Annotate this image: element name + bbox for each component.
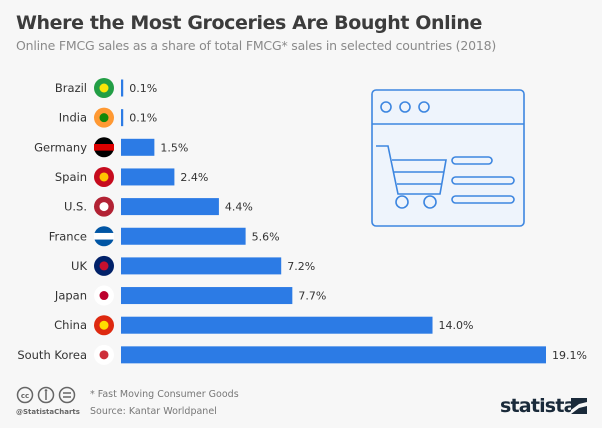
category-label: Brazil xyxy=(55,81,87,95)
category-label: China xyxy=(54,318,87,332)
flag-emblem xyxy=(99,291,109,301)
by-icon xyxy=(37,386,55,404)
value-label: 7.2% xyxy=(287,260,315,273)
category-label: South Korea xyxy=(17,348,87,362)
bar xyxy=(121,346,546,364)
value-label: 0.1% xyxy=(129,82,157,95)
bar xyxy=(121,198,219,216)
value-label: 0.1% xyxy=(129,112,157,125)
creative-commons-icons: cc xyxy=(16,386,76,404)
svg-text:cc: cc xyxy=(21,392,29,400)
bar xyxy=(121,79,124,97)
flag-emblem xyxy=(99,202,109,212)
bar-chart: Brazil 0.1% India 0.1% Germany 1.5% Spain 2.4% U… xyxy=(17,78,587,365)
bar xyxy=(121,168,175,186)
statista-logo-icon xyxy=(571,398,587,414)
value-label: 7.7% xyxy=(298,290,326,303)
flag-emblem xyxy=(99,320,109,330)
cc-icon xyxy=(16,386,34,404)
flag-emblem xyxy=(99,172,109,182)
bar xyxy=(121,316,433,334)
twitter-handle: @StatistaCharts xyxy=(16,408,80,416)
flag-emblem xyxy=(99,83,109,93)
flag-stripe xyxy=(94,144,114,151)
value-label: 4.4% xyxy=(225,201,253,214)
flag-emblem xyxy=(99,350,109,360)
chart-subtitle: Online FMCG sales as a share of total FM… xyxy=(16,38,497,53)
category-label: Spain xyxy=(55,170,87,184)
category-label: Germany xyxy=(34,140,87,154)
category-label: Japan xyxy=(54,289,87,303)
source: Source: Kantar Worldpanel xyxy=(90,406,217,417)
category-label: UK xyxy=(71,259,87,273)
value-label: 14.0% xyxy=(439,319,474,332)
value-label: 19.1% xyxy=(552,349,587,362)
nd-icon xyxy=(58,386,76,404)
category-label: U.S. xyxy=(64,200,87,214)
flag-emblem xyxy=(99,113,109,123)
footnote: * Fast Moving Consumer Goods xyxy=(90,389,239,400)
value-label: 1.5% xyxy=(160,141,188,154)
flag-emblem xyxy=(99,261,109,271)
category-label: India xyxy=(59,111,87,125)
chart-title: Where the Most Groceries Are Bought Onli… xyxy=(16,12,482,34)
value-label: 5.6% xyxy=(252,230,280,243)
statista-logo: statista xyxy=(500,395,576,417)
flag-stripe xyxy=(94,232,114,240)
cart-illustration xyxy=(371,89,525,227)
bar xyxy=(121,257,282,275)
category-label: France xyxy=(49,229,87,243)
bar xyxy=(121,287,293,305)
value-label: 2.4% xyxy=(180,171,208,184)
bar xyxy=(121,138,155,156)
bar xyxy=(121,109,124,127)
bar xyxy=(121,227,246,245)
